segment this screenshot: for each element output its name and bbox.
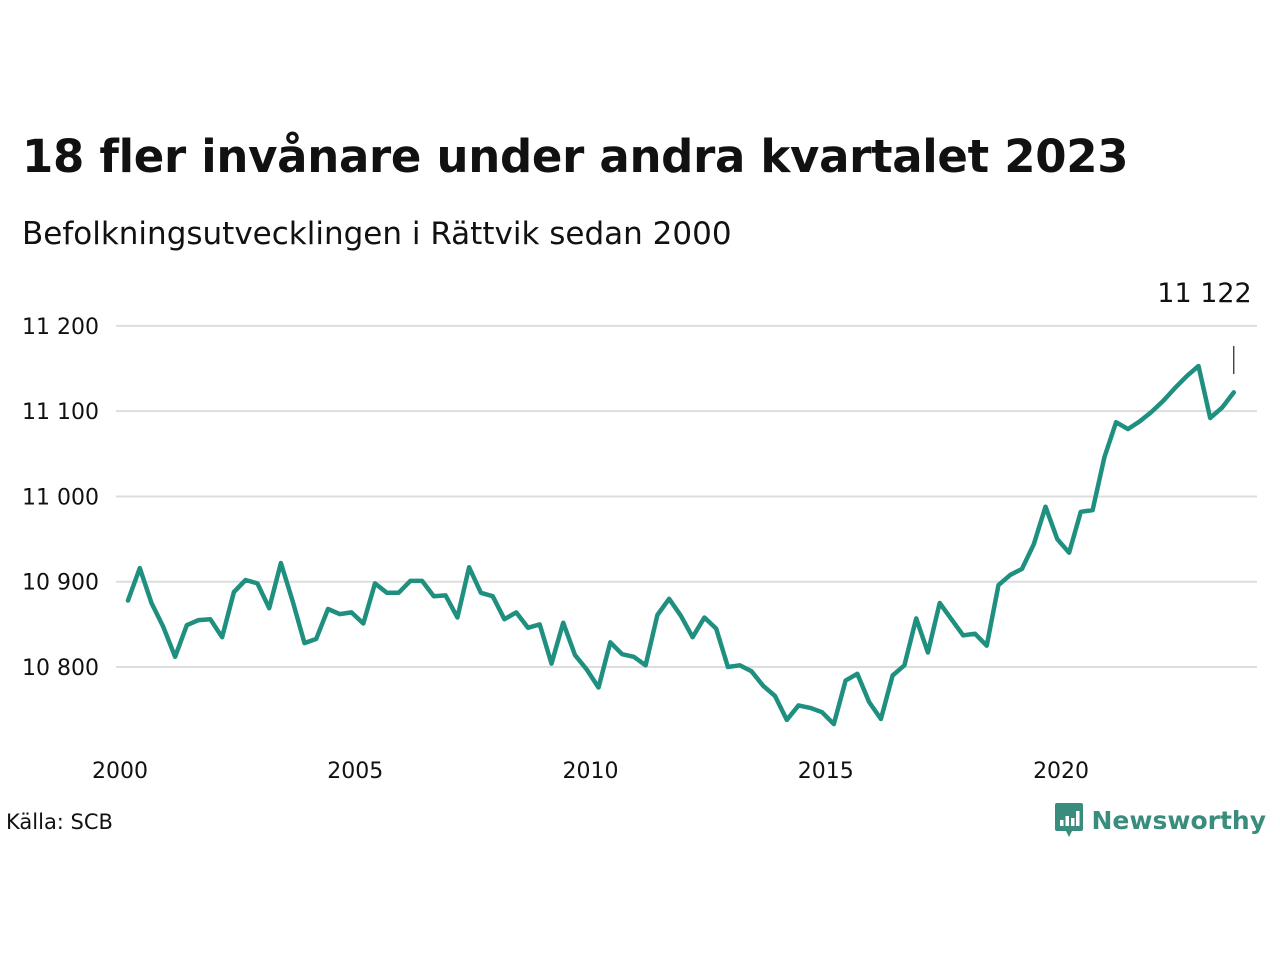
- chart-title: 18 fler invånare under andra kvartalet 2…: [22, 130, 1129, 183]
- chart-subtitle: Befolkningsutvecklingen i Rättvik sedan …: [22, 216, 732, 252]
- newsworthy-logo-icon: [1054, 803, 1083, 837]
- y-tick-label: 11 200: [22, 315, 99, 340]
- y-tick-label: 11 000: [22, 485, 99, 510]
- x-tick-label: 2000: [92, 759, 148, 784]
- x-tick-label: 2010: [563, 759, 619, 784]
- x-tick-label: 2015: [798, 759, 854, 784]
- newsworthy-logo-text: Newsworthy: [1091, 805, 1267, 835]
- y-tick-label: 10 900: [22, 571, 99, 596]
- y-tick-label: 11 100: [22, 400, 99, 425]
- y-axis-ticks: 10 800 10 900 11 000 11 100 11 200: [22, 315, 99, 681]
- x-tick-label: 2020: [1033, 759, 1089, 784]
- source-note: Källa: SCB: [6, 810, 113, 834]
- newsworthy-logo: Newsworthy: [1054, 802, 1267, 838]
- y-tick-label: 10 800: [22, 656, 99, 681]
- series-line: [125, 363, 1237, 727]
- x-tick-label: 2005: [327, 759, 383, 784]
- x-axis-ticks: 2000 2005 2010 2015 2020: [92, 759, 1089, 784]
- gridlines: [116, 324, 1257, 668]
- last-value-label: 11 122: [1157, 278, 1251, 309]
- annotations: 11 122: [1157, 278, 1252, 374]
- series-layer: [125, 363, 1237, 727]
